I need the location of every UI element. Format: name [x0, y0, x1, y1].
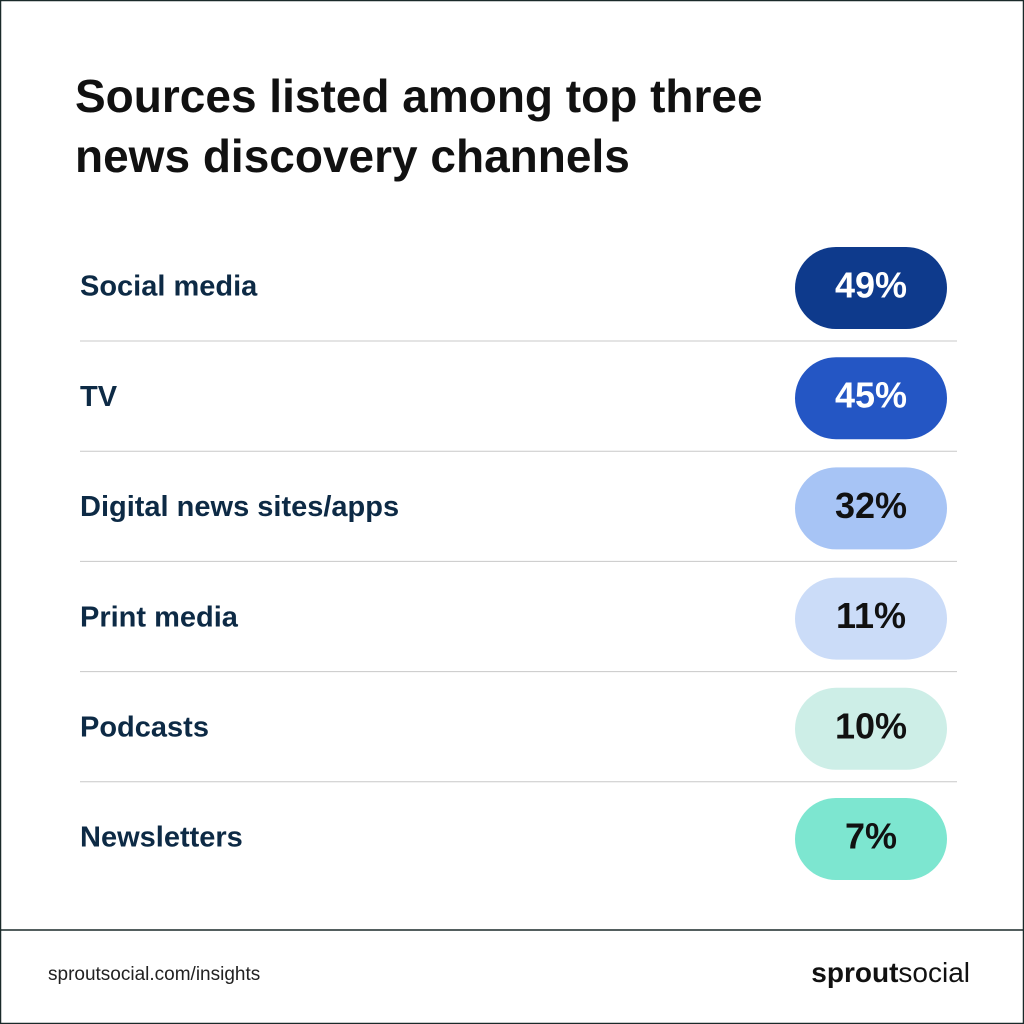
title-line: news discovery channels — [75, 130, 630, 182]
value-pill — [795, 687, 947, 770]
value-label: 32% — [835, 485, 907, 526]
value-pill — [795, 467, 947, 550]
row-label: TV — [80, 381, 118, 413]
value-label: 49% — [835, 265, 907, 306]
title-line: Sources listed among top three — [75, 70, 763, 122]
row-label: Digital news sites/apps — [80, 491, 399, 523]
value-label: 45% — [835, 375, 907, 416]
row-label: Podcasts — [80, 711, 209, 743]
value-pill — [795, 798, 947, 880]
value-label: 7% — [845, 816, 897, 857]
row-label: Newsletters — [80, 822, 243, 854]
row-label: Print media — [80, 601, 239, 633]
value-label: 10% — [835, 705, 907, 746]
value-pill — [795, 247, 947, 329]
chart-title: Sources listed among top three news disco… — [75, 70, 763, 182]
brand-light: social — [898, 957, 970, 988]
value-label: 11% — [836, 595, 906, 636]
value-pill — [795, 577, 947, 660]
footer-url: sproutsocial.com/insights — [48, 964, 260, 985]
brand: sproutsocial — [811, 957, 970, 988]
brand-bold: sprout — [811, 957, 898, 988]
row-label: Social media — [80, 271, 258, 303]
value-pill — [795, 357, 947, 440]
